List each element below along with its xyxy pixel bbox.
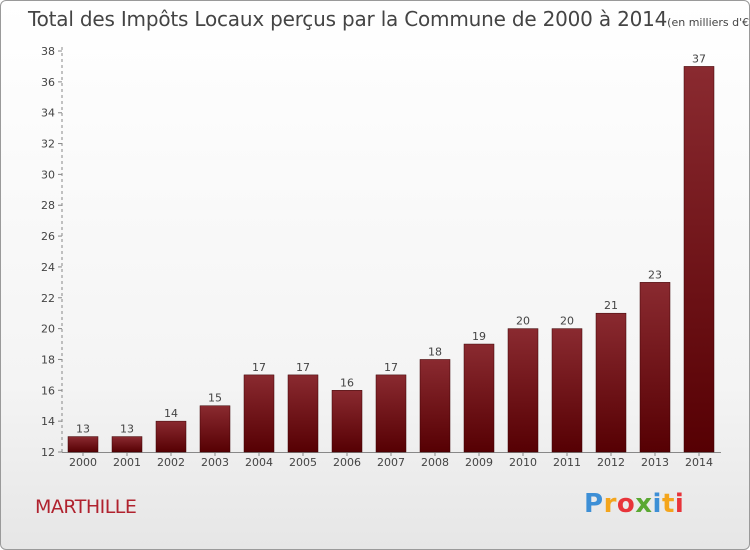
x-tick-label: 2009 [465, 456, 493, 469]
y-tick-label: 14 [41, 415, 55, 428]
bar-value-label: 19 [472, 330, 486, 343]
x-tick-label: 2011 [553, 456, 581, 469]
bar-value-label: 18 [428, 345, 442, 358]
x-tick-label: 2005 [289, 456, 317, 469]
proxiti-logo[interactable]: Proxiti [584, 489, 684, 519]
y-tick-label: 26 [41, 230, 55, 243]
bar [287, 374, 319, 453]
x-tick-label: 2000 [69, 456, 97, 469]
bar-value-label: 16 [340, 376, 354, 389]
x-tick-label: 2004 [245, 456, 273, 469]
bar [67, 436, 99, 453]
x-tick-label: 2006 [333, 456, 361, 469]
y-tick-label: 28 [41, 199, 55, 212]
bar [331, 390, 363, 453]
x-tick-label: 2002 [157, 456, 185, 469]
bar-value-label: 17 [296, 361, 310, 374]
chart-unit-label: (en milliers d'€) [667, 16, 750, 29]
logo-letter: x [635, 489, 653, 519]
bar-value-label: 20 [516, 315, 530, 328]
chart-title: Total des Impôts Locaux perçus par la Co… [28, 7, 750, 31]
bar-value-label: 15 [208, 392, 222, 405]
y-tick-label: 18 [41, 353, 55, 366]
logo-letter: i [674, 489, 685, 519]
x-tick-label: 2014 [685, 456, 713, 469]
bar [595, 312, 627, 453]
bar-value-label: 13 [76, 423, 90, 436]
y-tick-label: 36 [41, 76, 55, 89]
bar [375, 374, 407, 453]
bar-value-label: 23 [648, 268, 662, 281]
x-tick-label: 2008 [421, 456, 449, 469]
logo-letter: t [661, 489, 675, 519]
commune-name: MARTHILLE [35, 496, 137, 518]
x-tick-label: 2012 [597, 456, 625, 469]
x-tick-label: 2007 [377, 456, 405, 469]
logo-letter: i [652, 489, 662, 519]
y-tick-label: 38 [41, 45, 55, 58]
bar [639, 282, 671, 453]
y-tick-label: 16 [41, 384, 55, 397]
bar-value-label: 13 [120, 423, 134, 436]
bar-value-label: 20 [560, 315, 574, 328]
bar [155, 420, 187, 453]
bar-value-label: 21 [604, 299, 618, 312]
bar-value-label: 17 [384, 361, 398, 374]
bar [199, 405, 231, 453]
logo-letter: o [616, 489, 636, 519]
bar [683, 66, 715, 453]
bar [243, 374, 275, 453]
bar [507, 328, 539, 453]
x-tick-label: 2003 [201, 456, 229, 469]
y-tick-label: 24 [41, 261, 55, 274]
y-tick-label: 30 [41, 168, 55, 181]
logo-letter: r [603, 489, 617, 519]
y-tick-label: 34 [41, 107, 55, 120]
bar [419, 359, 451, 453]
bar [551, 328, 583, 453]
x-tick-label: 2001 [113, 456, 141, 469]
x-tick-label: 2013 [641, 456, 669, 469]
y-tick-label: 22 [41, 292, 55, 305]
bar [463, 343, 495, 453]
chart-title-text: Total des Impôts Locaux perçus par la Co… [28, 7, 668, 31]
bar-value-label: 37 [692, 52, 706, 65]
bar-value-label: 17 [252, 361, 266, 374]
logo-letter: P [584, 489, 604, 519]
bar-value-label: 14 [164, 407, 178, 420]
bar [111, 436, 143, 453]
y-tick-label: 12 [41, 446, 55, 459]
x-tick-label: 2010 [509, 456, 537, 469]
y-tick-label: 20 [41, 323, 55, 336]
y-tick-label: 32 [41, 138, 55, 151]
